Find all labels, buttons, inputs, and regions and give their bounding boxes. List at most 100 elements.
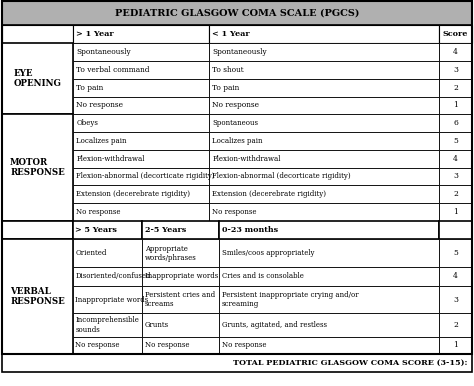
Bar — [2, 1, 472, 25]
Text: 2: 2 — [453, 190, 458, 198]
Text: Disoriented/confused: Disoriented/confused — [75, 273, 151, 280]
Bar — [73, 185, 209, 203]
Text: Flexion-abnormal (decorticate rigidity): Flexion-abnormal (decorticate rigidity) — [76, 173, 215, 180]
Text: Flexion-withdrawal: Flexion-withdrawal — [212, 155, 281, 163]
Text: Incomprehensible
sounds: Incomprehensible sounds — [75, 317, 139, 334]
Text: Spontaneous: Spontaneous — [212, 119, 258, 127]
Text: 1: 1 — [453, 102, 458, 109]
Bar — [439, 132, 472, 150]
Bar — [439, 168, 472, 185]
Text: 3: 3 — [453, 66, 458, 74]
Bar — [142, 337, 219, 354]
Text: To pain: To pain — [76, 84, 103, 91]
Text: 2: 2 — [453, 321, 458, 329]
Text: < 1 Year: < 1 Year — [212, 30, 250, 38]
Text: Score: Score — [442, 30, 468, 38]
Bar — [73, 267, 142, 286]
Text: Extension (decerebrate rigidity): Extension (decerebrate rigidity) — [76, 190, 191, 198]
Bar — [439, 43, 472, 61]
Bar — [142, 267, 219, 286]
Bar — [439, 337, 472, 354]
Bar — [439, 96, 472, 114]
Bar — [439, 239, 472, 267]
Bar — [73, 286, 142, 313]
Text: 2: 2 — [453, 84, 458, 91]
Bar — [73, 114, 209, 132]
Bar — [209, 96, 439, 114]
Bar — [439, 185, 472, 203]
Bar — [2, 114, 73, 221]
Text: 1: 1 — [453, 208, 458, 216]
Text: 6: 6 — [453, 119, 458, 127]
Text: 1: 1 — [453, 341, 458, 349]
Bar — [439, 286, 472, 313]
Bar — [73, 337, 142, 354]
Bar — [209, 114, 439, 132]
Bar — [2, 43, 73, 114]
Text: Inappropriate words: Inappropriate words — [75, 296, 149, 303]
Bar — [439, 221, 472, 239]
Text: To shout: To shout — [212, 66, 244, 74]
Text: No response: No response — [222, 341, 266, 349]
Text: No response: No response — [212, 102, 259, 109]
Text: Inappropriate words: Inappropriate words — [145, 273, 219, 280]
Bar — [73, 313, 142, 337]
Text: > 1 Year: > 1 Year — [76, 30, 114, 38]
Bar — [2, 354, 472, 372]
Bar — [439, 203, 472, 221]
Text: To verbal command: To verbal command — [76, 66, 150, 74]
Text: 2-5 Years: 2-5 Years — [145, 226, 186, 234]
Bar — [2, 25, 73, 43]
Bar — [209, 25, 439, 43]
Text: Flexion-abnormal (decorticate rigidity): Flexion-abnormal (decorticate rigidity) — [212, 173, 351, 180]
Bar — [209, 43, 439, 61]
Bar — [219, 239, 439, 267]
Bar — [2, 221, 73, 239]
Bar — [209, 150, 439, 168]
Bar — [219, 221, 439, 239]
Bar — [142, 239, 219, 267]
Bar — [439, 25, 472, 43]
Text: No response: No response — [76, 208, 121, 216]
Bar — [219, 286, 439, 313]
Bar — [439, 150, 472, 168]
Text: No response: No response — [212, 208, 257, 216]
Bar — [209, 132, 439, 150]
Bar — [209, 203, 439, 221]
Text: No response: No response — [145, 341, 190, 349]
Text: To pain: To pain — [212, 84, 239, 91]
Text: Spontaneously: Spontaneously — [76, 48, 131, 56]
Bar — [209, 79, 439, 96]
Bar — [73, 203, 209, 221]
Bar — [219, 267, 439, 286]
Bar — [73, 79, 209, 96]
Text: Appropriate
words/phrases: Appropriate words/phrases — [145, 245, 197, 262]
Bar — [73, 221, 142, 239]
Bar — [439, 313, 472, 337]
Text: Grunts: Grunts — [145, 321, 169, 329]
Text: 4: 4 — [453, 48, 458, 56]
Text: Grunts, agitated, and restless: Grunts, agitated, and restless — [222, 321, 327, 329]
Text: Cries and is consolable: Cries and is consolable — [222, 273, 304, 280]
Bar — [73, 168, 209, 185]
Text: No response: No response — [76, 102, 123, 109]
Text: TOTAL PEDIATRIC GLASGOW COMA SCORE (3-15):: TOTAL PEDIATRIC GLASGOW COMA SCORE (3-15… — [233, 359, 468, 367]
Bar — [439, 114, 472, 132]
Text: 5: 5 — [453, 137, 458, 145]
Bar — [439, 267, 472, 286]
Bar — [73, 25, 209, 43]
Text: No response: No response — [75, 341, 120, 349]
Text: Localizes pain: Localizes pain — [76, 137, 127, 145]
Text: MOTOR
RESPONSE: MOTOR RESPONSE — [10, 158, 65, 177]
Bar — [73, 150, 209, 168]
Text: Obeys: Obeys — [76, 119, 98, 127]
Bar — [73, 132, 209, 150]
Text: Extension (decerebrate rigidity): Extension (decerebrate rigidity) — [212, 190, 327, 198]
Bar — [2, 239, 73, 354]
Bar — [439, 61, 472, 79]
Text: Persistent inappropriate crying and/or
screaming: Persistent inappropriate crying and/or s… — [222, 291, 358, 308]
Text: VERBAL
RESPONSE: VERBAL RESPONSE — [10, 287, 65, 306]
Bar — [142, 221, 219, 239]
Text: Smiles/coos appropriately: Smiles/coos appropriately — [222, 249, 314, 257]
Bar — [209, 185, 439, 203]
